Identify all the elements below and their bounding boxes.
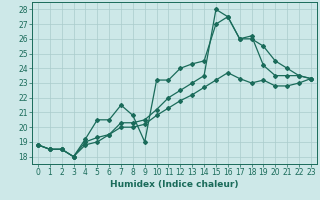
X-axis label: Humidex (Indice chaleur): Humidex (Indice chaleur) [110, 180, 239, 189]
